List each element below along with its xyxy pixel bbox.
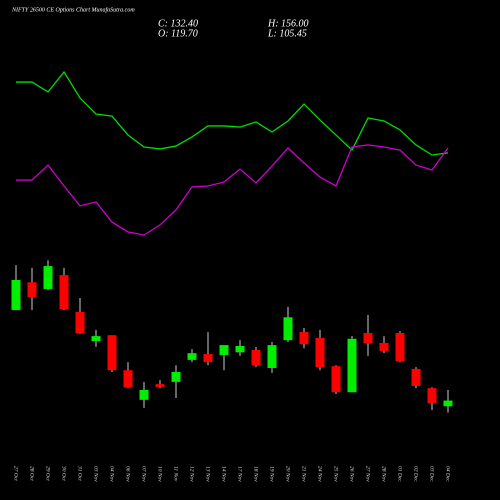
candle-body <box>443 400 453 407</box>
candle-body <box>203 354 213 363</box>
candle-body <box>427 388 437 403</box>
candle-body <box>75 311 85 333</box>
close-label: C: 132.40 <box>158 18 198 29</box>
x-tick-label: 28 Oct <box>29 466 35 481</box>
x-tick-label: 25 Nov <box>333 466 339 482</box>
candle-body <box>315 337 325 368</box>
x-tick-label: 26 Nov <box>349 466 355 482</box>
x-tick-label: 02 Dec <box>413 466 419 482</box>
candle-body <box>331 366 341 393</box>
candle-body <box>283 317 293 341</box>
low-label: L: 105.45 <box>267 28 307 39</box>
x-tick-label: 28 Nov <box>381 466 387 482</box>
x-tick-label: 03 Dec <box>429 466 435 482</box>
x-tick-label: 01 Dec <box>397 466 403 482</box>
x-tick-label: 29 Oct <box>45 466 51 481</box>
x-tick-label: 21 Nov <box>301 466 307 482</box>
x-tick-label: 20 Nov <box>285 466 291 482</box>
x-tick-label: 13 Nov <box>205 466 211 482</box>
open-label: O: 119.70 <box>158 28 198 39</box>
x-tick-label: 10 Nov <box>157 466 163 482</box>
x-tick-label: 31 Oct <box>77 465 83 481</box>
candle-body <box>395 332 405 362</box>
candle-body <box>363 332 373 344</box>
x-tick-label: 06 Nov <box>125 466 131 482</box>
x-tick-label: 14 Nov <box>221 466 228 482</box>
candle-body <box>299 332 309 345</box>
candle-body <box>267 345 277 368</box>
candle-body <box>155 384 165 387</box>
x-tick-label: 12 Nov <box>189 466 195 482</box>
candle-body <box>11 279 21 311</box>
candle-body <box>139 389 149 400</box>
candle-body <box>171 372 181 382</box>
x-tick-label: 30 Oct <box>61 465 67 481</box>
candle-body <box>379 342 389 351</box>
x-tick-label: 11 Nov <box>173 466 179 482</box>
chart-title: NIFTY 26500 CE Options Chart MunafaSutra… <box>11 6 135 13</box>
candle-body <box>27 282 37 298</box>
x-tick-label: 24 Nov <box>317 466 324 482</box>
candle-body <box>123 370 133 388</box>
x-tick-label: 17 Nov <box>237 466 243 482</box>
x-tick-label: 07 Nov <box>141 466 147 482</box>
x-tick-label: 27 Nov <box>365 466 371 482</box>
candle-body <box>43 266 53 289</box>
candle-body <box>107 335 117 371</box>
indicator-line <box>16 144 449 236</box>
candle-body <box>59 275 69 310</box>
x-tick-label: 04 Nov <box>109 466 116 482</box>
x-tick-label: 19 Nov <box>269 466 275 482</box>
candle-body <box>347 338 357 393</box>
candle-body <box>219 345 229 355</box>
candle-body <box>187 353 197 360</box>
high-label: H: 156.00 <box>267 18 309 29</box>
candle-body <box>251 350 261 366</box>
candle-body <box>411 368 421 386</box>
x-tick-label: 04 Dec <box>445 466 452 482</box>
indicator-line <box>16 70 449 156</box>
x-tick-label: 18 Nov <box>253 466 259 482</box>
x-tick-label: 27 Oct <box>13 466 19 481</box>
candle-body <box>235 345 245 353</box>
candle-body <box>91 336 101 342</box>
x-tick-label: 03 Nov <box>93 466 99 482</box>
